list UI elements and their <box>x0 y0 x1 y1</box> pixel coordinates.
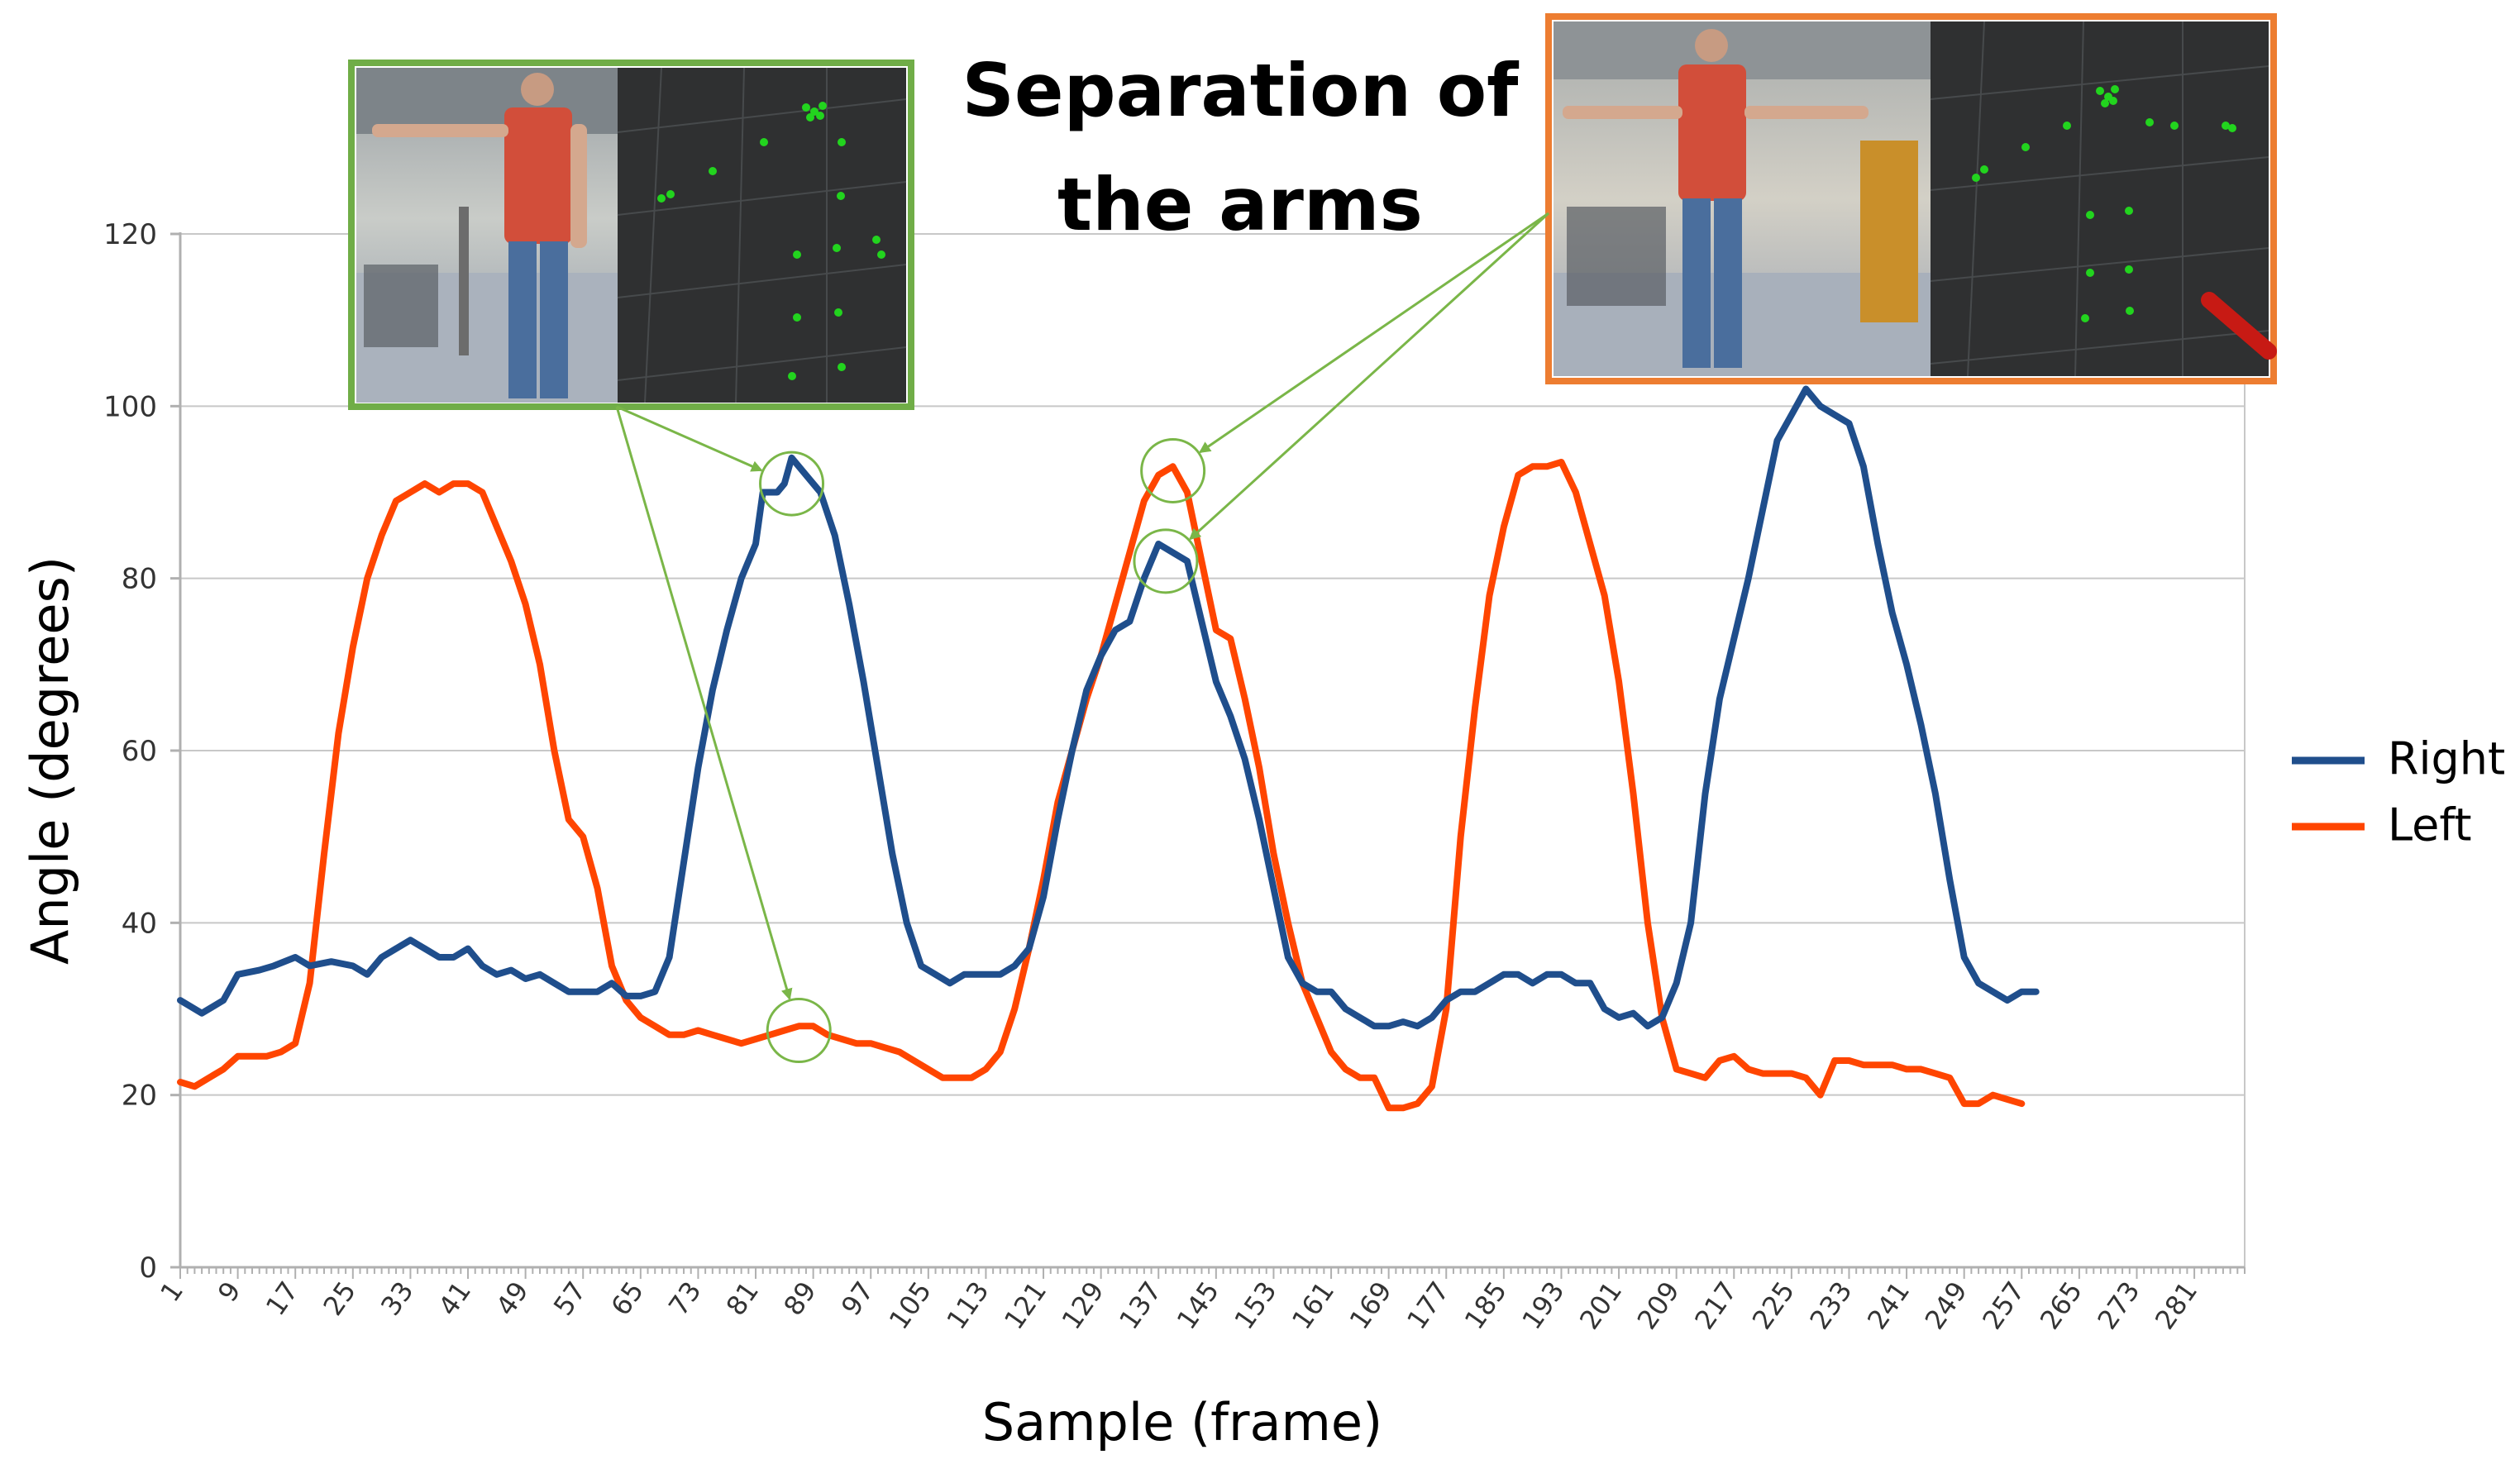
x-tick-label: 33 <box>375 1276 419 1321</box>
x-tick-label: 81 <box>720 1276 765 1321</box>
x-tick-label: 241 <box>1861 1276 1916 1335</box>
x-tick-label: 193 <box>1515 1276 1570 1335</box>
x-tick-label: 169 <box>1344 1276 1398 1335</box>
y-axis-label: Angle (degrees) <box>20 556 80 965</box>
x-tick-label: 257 <box>1976 1276 2031 1335</box>
y-tick-label: 80 <box>122 563 157 596</box>
legend: Right Left <box>2292 733 2505 851</box>
x-tick-labels: 1 9 17 25 33 41 49 57 65 73 81 89 97 105 113 121 129 137 1… <box>154 1276 2203 1335</box>
chart-title-line-2: the arms <box>1057 162 1423 247</box>
inset-right-pointcloud-view <box>1930 21 2277 377</box>
x-tick-label: 57 <box>547 1276 592 1321</box>
x-tick-label: 145 <box>1171 1276 1225 1335</box>
x-tick-label: 273 <box>2091 1276 2145 1335</box>
x-tick-label: 9 <box>212 1276 247 1307</box>
x-tick-label: 161 <box>1286 1276 1340 1335</box>
x-tick-label: 113 <box>940 1276 995 1335</box>
highlight-circle-4 <box>1133 528 1199 594</box>
axes <box>170 232 2246 1279</box>
chart-title-line-1: Separation of <box>962 48 1520 133</box>
y-tick-label: 20 <box>122 1080 157 1113</box>
x-tick-label: 281 <box>2149 1276 2203 1335</box>
highlight-circle-2 <box>766 998 832 1064</box>
inset-right-camera-image <box>1554 21 1931 376</box>
legend-label-right: Right <box>2388 733 2505 785</box>
x-tick-label: 121 <box>998 1276 1052 1335</box>
highlight-circle-3 <box>1140 437 1206 503</box>
arrow-left-inset-to-left-value <box>615 406 793 1001</box>
x-tick-label: 137 <box>1113 1276 1167 1335</box>
x-tick-label: 129 <box>1056 1276 1110 1335</box>
highlight-circle-1 <box>759 451 825 517</box>
arrow-right-inset-to-right-peak <box>1189 212 1550 541</box>
arrow-left-inset-to-right-peak <box>616 405 763 472</box>
x-tick-label: 185 <box>1458 1276 1513 1335</box>
x-tick-label: 1 <box>154 1276 189 1307</box>
x-tick-label: 225 <box>1746 1276 1801 1335</box>
series-line-left <box>177 459 2026 1112</box>
y-tick-label: 100 <box>103 390 157 423</box>
highlight-circles <box>759 437 1206 1064</box>
x-tick-label: 201 <box>1573 1276 1628 1335</box>
arrow-right-inset-to-left-peak <box>1198 212 1549 454</box>
x-tick-label: 209 <box>1631 1276 1686 1335</box>
x-tick-label: 249 <box>1919 1276 1974 1335</box>
annotation-arrows <box>615 212 1550 1001</box>
y-tick-label: 0 <box>139 1252 157 1285</box>
x-tick-label: 25 <box>317 1276 361 1321</box>
x-tick-label: 97 <box>835 1276 880 1321</box>
x-tick-label: 265 <box>2034 1276 2088 1335</box>
inset-right <box>1545 13 2277 384</box>
y-tick-label: 40 <box>122 907 157 940</box>
series-lines <box>177 385 2040 1112</box>
x-tick-label: 217 <box>1688 1276 1743 1335</box>
inset-left-pointcloud-view <box>617 67 907 403</box>
x-tick-label: 65 <box>604 1276 649 1321</box>
series-line-right <box>177 385 2040 1030</box>
x-tick-label: 233 <box>1803 1276 1858 1335</box>
inset-left <box>348 60 914 410</box>
legend-label-left: Left <box>2388 799 2472 851</box>
inset-left-camera-image <box>356 68 618 403</box>
x-tick-label: 153 <box>1228 1276 1282 1335</box>
x-tick-label: 89 <box>777 1276 822 1321</box>
y-tick-label: 60 <box>122 735 157 768</box>
y-tick-label: 120 <box>103 218 157 251</box>
x-tick-label: 177 <box>1401 1276 1455 1335</box>
x-tick-label: 105 <box>883 1276 938 1335</box>
x-axis-label: Sample (frame) <box>982 1392 1382 1452</box>
y-tick-labels: 0 20 40 60 80 100 120 <box>103 218 157 1285</box>
x-tick-label: 41 <box>432 1276 477 1321</box>
x-tick-label: 49 <box>489 1276 534 1321</box>
x-tick-label: 73 <box>662 1276 707 1321</box>
x-tick-label: 17 <box>260 1276 304 1321</box>
